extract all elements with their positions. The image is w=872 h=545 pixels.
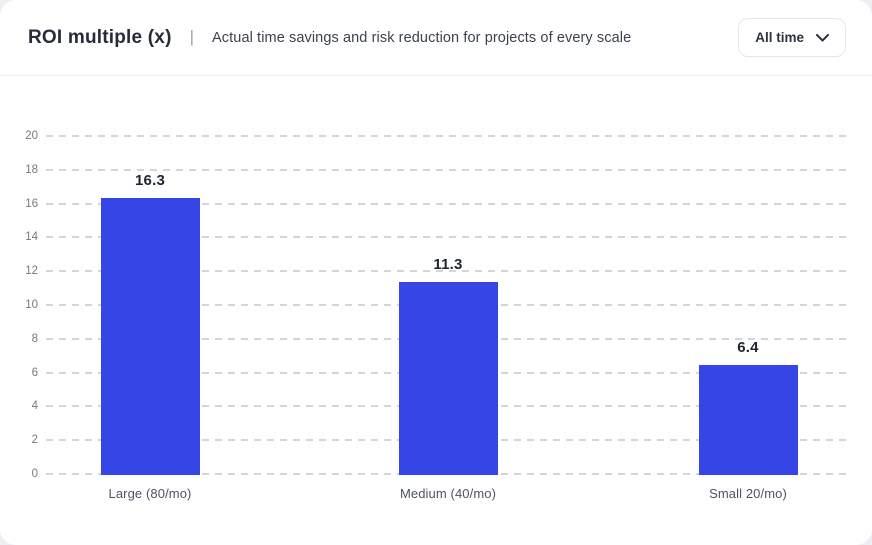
bar[interactable] xyxy=(398,282,498,475)
x-axis-category-label: Medium (40/mo) xyxy=(399,486,497,501)
time-filter-dropdown[interactable]: All time xyxy=(738,18,846,57)
y-axis-tick-label: 12 xyxy=(25,265,38,278)
y-axis-tick-label: 4 xyxy=(31,400,38,413)
y-axis-tick-label: 0 xyxy=(31,468,38,480)
y-axis-tick-label: 18 xyxy=(25,163,38,176)
page-title: ROI multiple (x) xyxy=(28,26,172,48)
gridline xyxy=(46,135,846,137)
x-axis-category-label: Small 20/mo) xyxy=(709,486,787,501)
bar-value-label: 6.4 xyxy=(737,338,759,356)
y-axis-tick-label: 2 xyxy=(31,434,38,447)
bar[interactable] xyxy=(698,364,798,475)
y-axis-tick-label: 16 xyxy=(25,197,38,210)
gridline xyxy=(46,236,846,239)
gridline xyxy=(46,168,846,171)
gridline xyxy=(46,202,846,205)
chevron-down-icon xyxy=(816,33,829,41)
y-axis-tick-label: 14 xyxy=(25,231,38,244)
title-separator: | xyxy=(189,26,195,46)
time-filter-label: All time xyxy=(755,30,804,45)
y-axis-tick-label: 10 xyxy=(25,299,38,311)
bar-chart: 0 2 4 6 8 10 12 14 16 18 20 16.3 Large (80/mo) 11.3 Me… xyxy=(0,76,872,545)
y-axis-tick-label: 6 xyxy=(31,366,38,379)
card-header: ROI multiple (x) | Actual time savings a… xyxy=(0,0,872,76)
y-axis-tick-label: 20 xyxy=(25,130,38,142)
bar[interactable] xyxy=(100,197,200,475)
bar-value-label: 11.3 xyxy=(433,256,463,274)
chart-subtitle: Actual time savings and risk reduction f… xyxy=(212,29,632,46)
y-axis-tick-label: 8 xyxy=(31,332,38,345)
gridline xyxy=(46,270,846,273)
bar-value-label: 16.3 xyxy=(135,171,165,189)
x-axis-category-label: Large (80/mo) xyxy=(108,486,192,501)
